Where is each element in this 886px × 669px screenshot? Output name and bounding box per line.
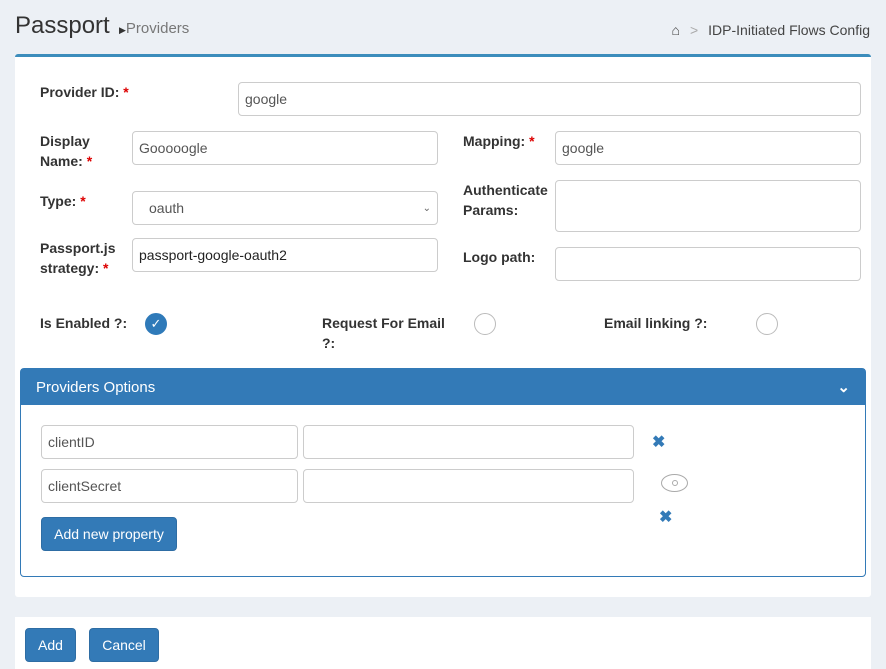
type-select[interactable]: oauth ⌄: [132, 191, 438, 225]
option-value-input[interactable]: [303, 469, 634, 503]
logo-path-label: Logo path:: [463, 249, 536, 265]
caret-right-icon: ▶: [119, 25, 126, 35]
mapping-input[interactable]: google: [555, 131, 861, 165]
option-key-input[interactable]: clientSecret: [41, 469, 298, 503]
providers-options-panel: Providers Options ⌄: [20, 368, 866, 577]
cancel-button[interactable]: Cancel: [89, 628, 159, 662]
providers-options-header[interactable]: Providers Options ⌄: [21, 369, 865, 405]
is-enabled-label: Is Enabled ?:: [40, 315, 128, 331]
mapping-label: Mapping: *: [463, 133, 535, 149]
eye-icon[interactable]: [661, 474, 688, 492]
add-button[interactable]: Add: [25, 628, 76, 662]
strategy-input[interactable]: passport-google-oauth2: [132, 238, 438, 272]
auth-params-label: Authenticate Params:: [463, 182, 548, 218]
provider-id-label: Provider ID: *: [40, 84, 129, 100]
subtitle-text: Providers: [125, 20, 190, 37]
provider-id-input[interactable]: google: [238, 82, 861, 116]
breadcrumb-separator: >: [689, 22, 699, 38]
remove-icon[interactable]: ✖: [652, 434, 666, 451]
breadcrumb-current: IDP-Initiated Flows Config: [708, 22, 870, 38]
option-key-input[interactable]: clientID: [41, 425, 298, 459]
request-email-label: Request For Email?:: [322, 315, 445, 351]
home-icon[interactable]: ⌂: [671, 22, 680, 38]
logo-path-input[interactable]: [555, 247, 861, 281]
chevron-down-icon: ⌄: [422, 202, 431, 214]
panel-title: Providers Options: [36, 378, 156, 396]
breadcrumb: ⌂ > IDP-Initiated Flows Config: [672, 22, 871, 38]
email-linking-toggle[interactable]: [756, 313, 778, 335]
type-label: Type: *: [40, 193, 86, 209]
chevron-down-icon[interactable]: ⌄: [837, 379, 850, 396]
email-linking-label: Email linking ?:: [604, 315, 708, 331]
display-name-label: Display Name: *: [40, 133, 93, 169]
display-name-input[interactable]: Gooooogle: [132, 131, 438, 165]
remove-icon[interactable]: ✖: [659, 509, 673, 526]
page-title: Passport: [15, 12, 110, 39]
check-icon: ✓: [150, 316, 162, 331]
type-value: oauth: [149, 200, 185, 216]
auth-params-textarea[interactable]: [555, 180, 861, 232]
option-value-input[interactable]: [303, 425, 634, 459]
add-new-property-button[interactable]: Add new property: [41, 517, 177, 551]
request-email-toggle[interactable]: [474, 313, 496, 335]
strategy-label: Passport.js strategy: *: [40, 240, 116, 276]
is-enabled-toggle[interactable]: ✓: [145, 313, 167, 335]
page-subtitle: ▶Providers: [119, 20, 189, 37]
